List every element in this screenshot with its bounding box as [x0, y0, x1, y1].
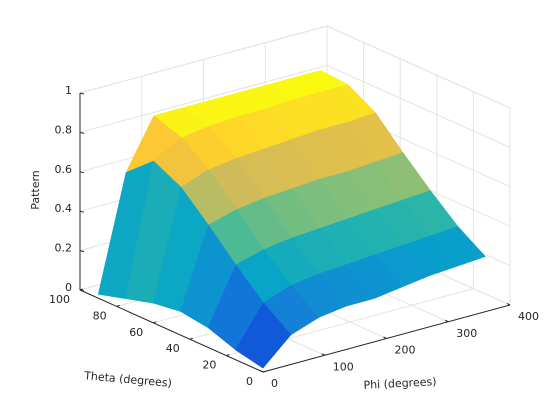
z-tick: [79, 171, 85, 174]
y-tick-label: 20: [202, 359, 216, 372]
y-tick-label: 60: [129, 326, 143, 339]
z-tick: [79, 289, 85, 292]
y-tick: [153, 321, 157, 324]
z-tick-label: 0.2: [55, 242, 73, 255]
grid-line: [326, 64, 511, 148]
z-tick-label: 0.6: [55, 163, 73, 176]
box-edge: [326, 25, 511, 109]
z-tick-label: 0.8: [55, 123, 73, 136]
y-tick: [262, 370, 267, 373]
y-tick: [226, 354, 230, 357]
surface: [97, 70, 486, 369]
y-tick-label: 100: [49, 293, 70, 306]
y-tick: [189, 337, 193, 340]
z-tick: [79, 92, 85, 95]
y-tick-label: 80: [93, 309, 107, 322]
z-axis-label: Pattern: [29, 170, 42, 210]
z-tick-label: 1: [65, 84, 72, 97]
z-tick: [79, 131, 85, 134]
surface-patch: [235, 302, 292, 369]
x-tick-label: 400: [518, 310, 539, 323]
x-tick: [383, 336, 387, 339]
x-tick: [506, 303, 511, 306]
x-tick-label: 200: [395, 344, 416, 357]
x-tick-label: 300: [456, 327, 477, 340]
x-tick: [445, 319, 449, 323]
x-tick-label: 0: [271, 377, 278, 390]
y-axis: [79, 289, 264, 373]
grid-line: [79, 64, 328, 133]
box-edge: [79, 25, 328, 94]
y-tick-label: 40: [166, 342, 180, 355]
z-tick-label: 0: [65, 281, 72, 294]
x-tick-label: 100: [333, 360, 354, 373]
y-tick-label: 0: [246, 375, 253, 388]
z-tick: [79, 250, 85, 253]
z-tick: [79, 210, 85, 213]
x-axis-label: Phi (degrees): [363, 375, 437, 392]
x-tick: [259, 370, 264, 373]
z-tick-label: 0.4: [55, 202, 73, 215]
x-tick: [321, 353, 325, 356]
y-tick: [116, 304, 120, 307]
